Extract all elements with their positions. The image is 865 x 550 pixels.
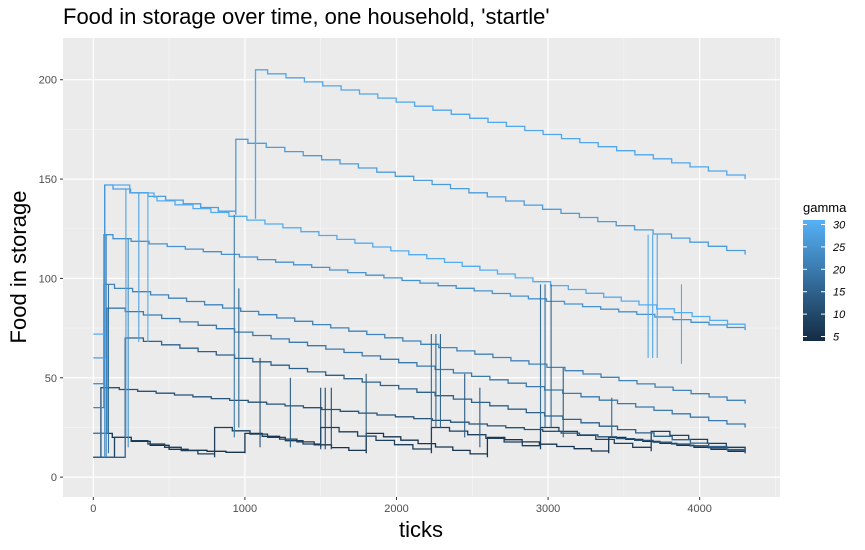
y-tick-label: 200: [39, 75, 57, 87]
x-axis-title: ticks: [399, 517, 443, 542]
series-line: [254, 69, 746, 219]
y-tick-label: 50: [45, 373, 57, 385]
series-line: [93, 337, 746, 458]
series-line: [93, 234, 746, 385]
y-tick-label: 150: [39, 174, 57, 186]
y-axis: 0 50 100 150 200: [39, 75, 63, 484]
legend-label: 10: [833, 309, 846, 321]
legend-ticks: 5 10 15 20 25 30: [803, 219, 846, 344]
x-tick-label: 3000: [536, 503, 560, 515]
series-line: [93, 138, 746, 359]
y-tick-label: 0: [51, 472, 57, 484]
x-axis: 0 1000 2000 3000 4000: [90, 497, 712, 515]
legend-label: 15: [833, 287, 846, 299]
legend-colorbar: [803, 220, 825, 341]
legend: gamma 5 10 15 20 25 30: [803, 200, 847, 344]
series-line: [93, 432, 746, 458]
x-tick-label: 0: [90, 503, 96, 515]
legend-title: gamma: [803, 200, 847, 215]
y-tick-label: 100: [39, 273, 57, 285]
series-line: [93, 387, 746, 458]
series-line: [93, 184, 746, 335]
legend-label: 30: [833, 219, 846, 231]
series-line: [93, 426, 746, 458]
series-line: [93, 307, 746, 435]
series-layer: [93, 69, 746, 458]
chart-title: Food in storage over time, one household…: [63, 4, 550, 29]
legend-label: 20: [832, 264, 846, 276]
legend-label: 5: [833, 332, 840, 344]
x-tick-label: 2000: [384, 503, 408, 515]
x-tick-label: 1000: [233, 503, 257, 515]
x-tick-label: 4000: [687, 503, 711, 515]
grid: [63, 38, 780, 497]
y-axis-title: Food in storage: [6, 191, 31, 344]
plot-panel: [63, 38, 780, 497]
legend-label: 25: [832, 242, 846, 254]
series-line: [93, 283, 746, 409]
